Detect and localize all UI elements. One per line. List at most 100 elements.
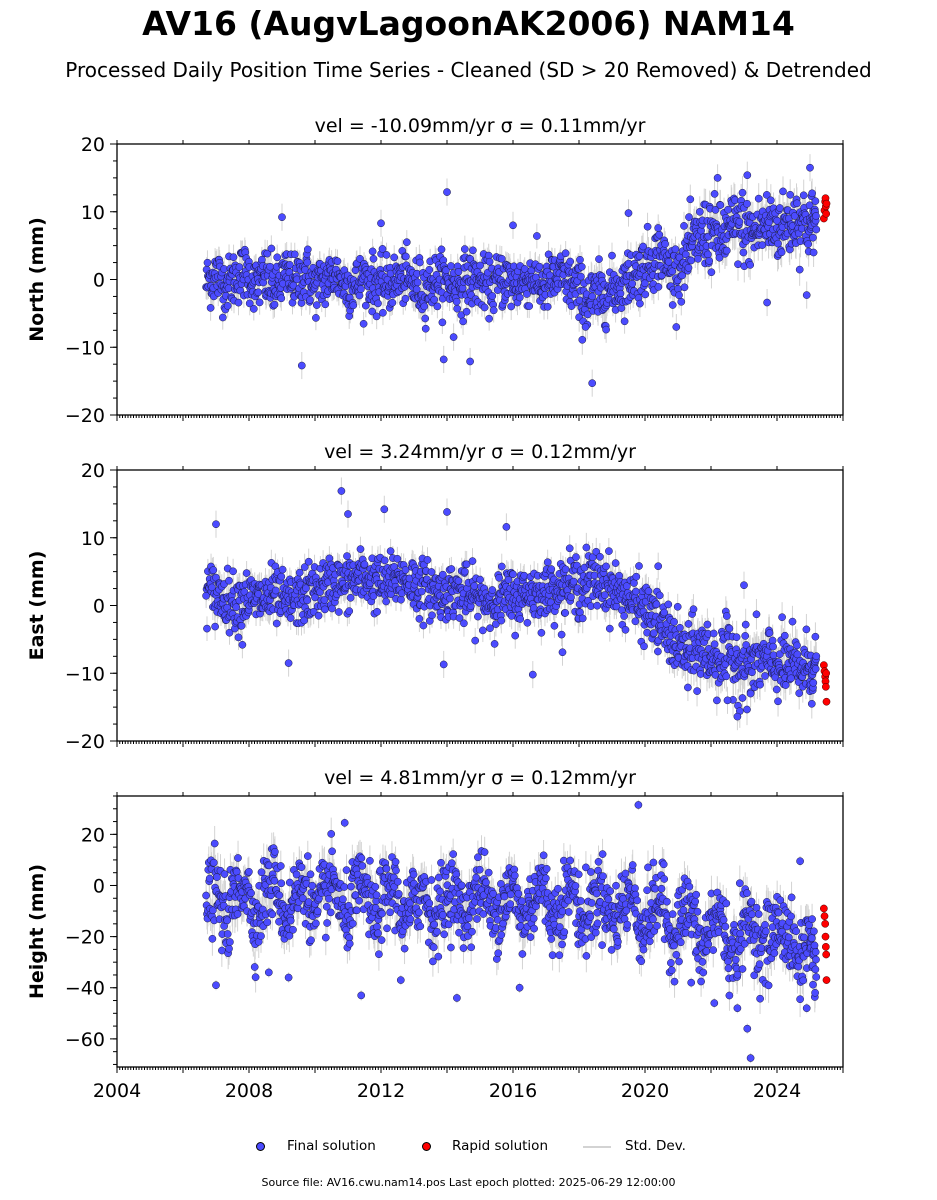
data-point-final <box>210 839 219 848</box>
data-point-final <box>203 624 211 633</box>
data-point-final <box>676 623 684 632</box>
data-point-final <box>327 830 336 838</box>
data-point-final <box>680 283 689 292</box>
data-point-final <box>373 607 381 616</box>
data-point-final <box>807 934 816 943</box>
data-point-final <box>655 230 664 239</box>
data-point-final <box>326 908 335 917</box>
data-point-final <box>509 570 517 579</box>
data-point-final <box>738 965 747 973</box>
data-point-final <box>297 863 306 872</box>
data-point-final <box>812 955 820 964</box>
data-point-final <box>323 919 331 927</box>
data-point-final <box>348 919 357 928</box>
data-point-final <box>488 586 497 594</box>
data-point-final <box>413 278 422 287</box>
data-point-final <box>620 317 629 326</box>
data-point-final <box>561 609 570 617</box>
data-point-final <box>692 890 701 899</box>
data-point-final <box>406 915 415 924</box>
data-point-final <box>598 850 607 858</box>
data-point-final <box>306 296 314 304</box>
data-point-final <box>233 910 242 918</box>
data-point-final <box>286 614 295 622</box>
data-point-final <box>794 962 803 971</box>
data-point-final <box>774 697 782 706</box>
data-point-final <box>775 204 784 212</box>
data-point-final-outlier <box>443 508 451 516</box>
data-point-final-outlier <box>278 213 286 222</box>
data-point-final <box>454 577 463 585</box>
data-point-final <box>582 863 590 872</box>
data-point-final <box>678 271 687 280</box>
data-point-final-outlier <box>466 357 474 366</box>
data-point-final <box>747 897 756 906</box>
data-point-final <box>741 620 750 629</box>
data-point-final <box>497 616 506 625</box>
data-point-final <box>788 617 797 626</box>
data-point-final <box>612 881 620 890</box>
data-point-final <box>312 919 320 928</box>
data-point-final <box>808 915 816 923</box>
std-dev-bars <box>205 799 817 1064</box>
legend-final-label: Final solution <box>287 1138 376 1154</box>
data-point-final <box>725 991 734 1000</box>
data-point-final <box>530 924 538 933</box>
data-point-final <box>571 882 580 890</box>
data-point-final <box>429 957 437 966</box>
data-point-final <box>811 632 820 641</box>
data-point-final <box>459 317 467 326</box>
data-point-final <box>569 577 578 586</box>
legend-rapid-marker <box>422 1142 431 1151</box>
data-point-final <box>631 884 639 893</box>
data-point-final <box>226 938 234 946</box>
data-point-final <box>741 632 750 640</box>
data-point-final <box>680 222 688 230</box>
data-point-final <box>402 238 411 247</box>
data-point-final <box>623 920 632 929</box>
data-point-final <box>811 948 820 956</box>
data-point-final <box>628 861 637 869</box>
data-point-final <box>268 910 277 919</box>
data-point-final <box>714 928 723 937</box>
panel-title: vel = -10.09mm/yr σ = 0.11mm/yr <box>315 115 646 137</box>
data-point-final <box>761 921 769 929</box>
data-point-final <box>415 614 424 623</box>
data-point-final <box>667 959 675 967</box>
data-point-final <box>564 908 573 916</box>
data-point-final <box>558 940 566 949</box>
data-point-final <box>787 912 795 921</box>
data-point-final <box>345 607 354 615</box>
data-point-final <box>560 928 569 936</box>
data-point-final <box>457 881 466 890</box>
data-point-final <box>460 567 469 576</box>
data-point-final <box>756 680 764 689</box>
data-point-final <box>275 891 284 900</box>
data-point-final <box>735 879 744 888</box>
data-point-final-outlier <box>746 689 755 698</box>
data-point-final <box>444 920 453 929</box>
data-point-final <box>774 239 782 248</box>
data-point-final <box>774 908 783 917</box>
data-point-final <box>257 868 266 877</box>
data-point-final <box>748 910 756 919</box>
data-point-final <box>356 254 364 263</box>
data-point-final <box>416 258 424 267</box>
data-point-final-outlier <box>733 1004 742 1013</box>
data-point-final-outlier <box>443 188 451 196</box>
data-point-final <box>695 207 704 216</box>
data-point-final <box>433 927 441 936</box>
data-point-final <box>686 195 695 204</box>
data-point-final-outlier <box>449 333 458 341</box>
data-point-final <box>342 866 351 874</box>
data-point-final <box>401 566 410 574</box>
data-point-final-outlier <box>264 968 273 977</box>
data-point-final <box>455 928 463 937</box>
data-point-final <box>386 547 395 555</box>
data-point-final <box>316 588 324 596</box>
data-point-final <box>249 305 258 313</box>
data-point-final <box>247 889 255 897</box>
data-point-final <box>276 862 285 870</box>
data-point-final <box>382 597 390 606</box>
data-point-final <box>542 864 551 873</box>
